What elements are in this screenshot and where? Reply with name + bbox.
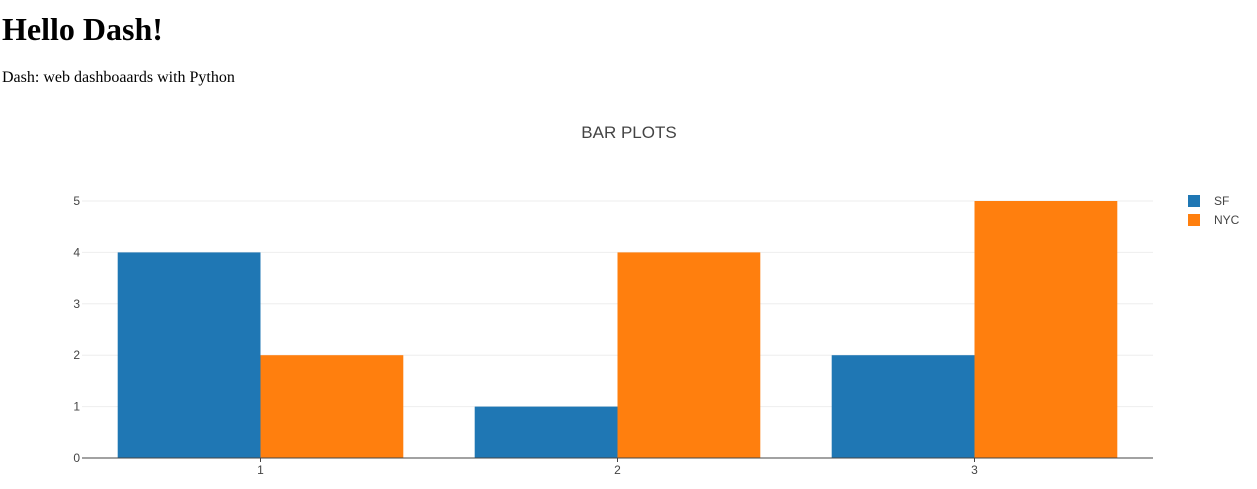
bar-sf-1	[117, 252, 261, 458]
y-axis-ticks: 0 1 2 3 4 5	[73, 194, 80, 465]
legend-swatch-nyc	[1188, 214, 1200, 226]
chart-title: BAR PLOTS	[581, 123, 676, 142]
bar-chart: BAR PLOTS 0 1 2 3 4 5 1 2 3 SF NYC	[73, 123, 1240, 477]
y-tick-label: 2	[73, 348, 80, 362]
legend-label-sf: SF	[1214, 194, 1229, 208]
y-tick-label: 0	[73, 451, 80, 465]
legend-label-nyc: NYC	[1214, 213, 1240, 227]
bar-sf-3	[831, 355, 975, 458]
legend-swatch-sf	[1188, 195, 1200, 207]
bars	[117, 201, 1118, 458]
y-tick-label: 1	[73, 400, 80, 414]
x-tick-label: 2	[614, 463, 621, 477]
bar-nyc-1	[260, 355, 404, 458]
y-tick-label: 3	[73, 297, 80, 311]
bar-sf-2	[474, 406, 618, 458]
x-tick-label: 1	[257, 463, 264, 477]
page-heading: Hello Dash!	[2, 11, 163, 47]
page-subtitle: Dash: web dashboaards with Python	[2, 69, 235, 86]
x-axis-ticks: 1 2 3	[257, 458, 978, 477]
legend: SF NYC	[1188, 194, 1240, 227]
bar-nyc-2	[617, 252, 761, 458]
y-tick-label: 5	[73, 194, 80, 208]
y-tick-label: 4	[73, 245, 80, 259]
x-tick-label: 3	[971, 463, 978, 477]
bar-nyc-3	[974, 201, 1118, 458]
